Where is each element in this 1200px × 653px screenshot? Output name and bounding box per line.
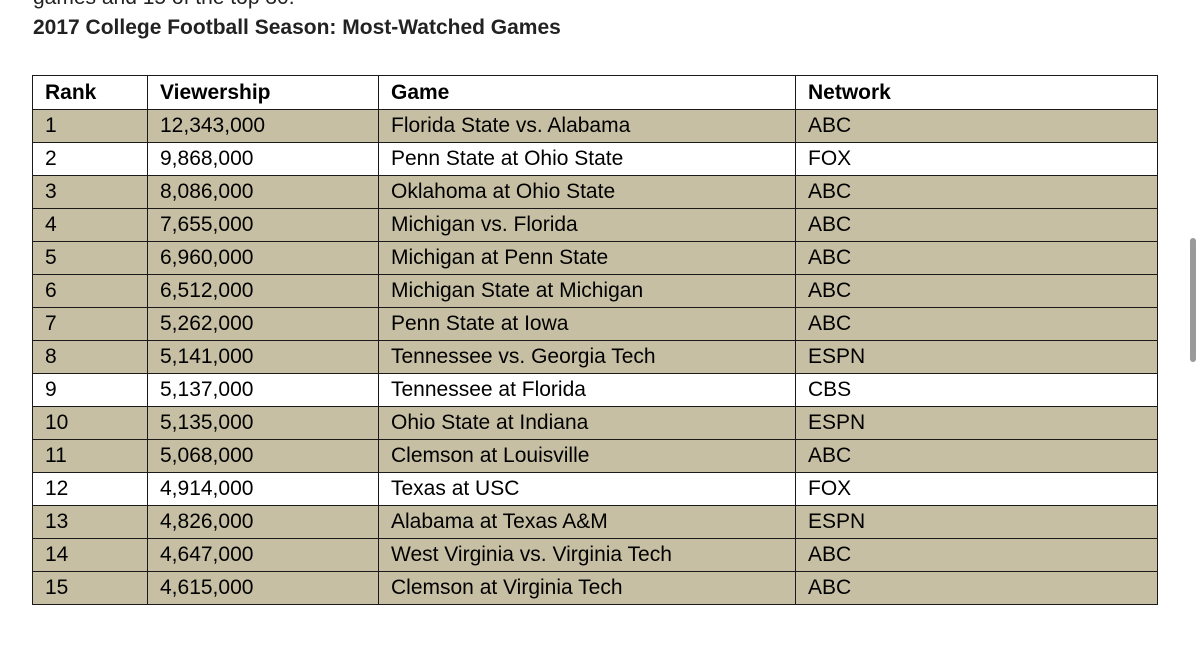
table-row: 1 12,343,000 Florida State vs. Alabama A…: [32, 109, 1158, 143]
game-cell: Oklahoma at Ohio State: [378, 175, 796, 209]
viewership-cell: 5,135,000: [147, 406, 379, 440]
network-cell: ABC: [795, 109, 1158, 143]
game-cell: Alabama at Texas A&M: [378, 505, 796, 539]
viewership-cell: 5,262,000: [147, 307, 379, 341]
network-cell: ABC: [795, 571, 1158, 605]
viewership-cell: 9,868,000: [147, 142, 379, 176]
rank-cell: 14: [32, 538, 148, 572]
header-game: Game: [378, 75, 796, 110]
header-viewership: Viewership: [147, 75, 379, 110]
game-cell: Tennessee vs. Georgia Tech: [378, 340, 796, 374]
rank-cell: 7: [32, 307, 148, 341]
game-cell: Penn State at Iowa: [378, 307, 796, 341]
game-cell: Michigan vs. Florida: [378, 208, 796, 242]
table-row: 5 6,960,000 Michigan at Penn State ABC: [32, 241, 1158, 275]
rank-cell: 11: [32, 439, 148, 473]
rank-cell: 10: [32, 406, 148, 440]
table-row: 15 4,615,000 Clemson at Virginia Tech AB…: [32, 571, 1158, 605]
table-row: 2 9,868,000 Penn State at Ohio State FOX: [32, 142, 1158, 176]
network-cell: ABC: [795, 439, 1158, 473]
viewership-cell: 5,068,000: [147, 439, 379, 473]
page-title: 2017 College Football Season: Most-Watch…: [33, 16, 561, 39]
network-cell: ABC: [795, 538, 1158, 572]
table-row: 9 5,137,000 Tennessee at Florida CBS: [32, 373, 1158, 407]
table-row: 6 6,512,000 Michigan State at Michigan A…: [32, 274, 1158, 308]
game-cell: Florida State vs. Alabama: [378, 109, 796, 143]
scrollbar-thumb[interactable]: [1190, 238, 1196, 362]
network-cell: ESPN: [795, 406, 1158, 440]
game-cell: Texas at USC: [378, 472, 796, 506]
game-cell: Tennessee at Florida: [378, 373, 796, 407]
game-cell: Clemson at Louisville: [378, 439, 796, 473]
viewership-cell: 12,343,000: [147, 109, 379, 143]
table-row: 4 7,655,000 Michigan vs. Florida ABC: [32, 208, 1158, 242]
network-cell: FOX: [795, 142, 1158, 176]
network-cell: ABC: [795, 175, 1158, 209]
network-cell: ABC: [795, 274, 1158, 308]
table-row: 10 5,135,000 Ohio State at Indiana ESPN: [32, 406, 1158, 440]
game-cell: West Virginia vs. Virginia Tech: [378, 538, 796, 572]
rank-cell: 6: [32, 274, 148, 308]
viewership-cell: 4,647,000: [147, 538, 379, 572]
rank-cell: 8: [32, 340, 148, 374]
viewership-cell: 4,615,000: [147, 571, 379, 605]
network-cell: ABC: [795, 208, 1158, 242]
network-cell: ESPN: [795, 505, 1158, 539]
table-header-row: Rank Viewership Game Network: [32, 75, 1158, 110]
rank-cell: 12: [32, 472, 148, 506]
viewership-cell: 5,141,000: [147, 340, 379, 374]
rank-cell: 1: [32, 109, 148, 143]
rank-cell: 13: [32, 505, 148, 539]
network-cell: ABC: [795, 307, 1158, 341]
table-row: 14 4,647,000 West Virginia vs. Virginia …: [32, 538, 1158, 572]
table-row: 7 5,262,000 Penn State at Iowa ABC: [32, 307, 1158, 341]
viewership-cell: 4,914,000: [147, 472, 379, 506]
table-row: 8 5,141,000 Tennessee vs. Georgia Tech E…: [32, 340, 1158, 374]
game-cell: Michigan at Penn State: [378, 241, 796, 275]
game-cell: Michigan State at Michigan: [378, 274, 796, 308]
header-network: Network: [795, 75, 1158, 110]
partial-paragraph-text: games and 15 of the top 30.: [33, 0, 295, 10]
viewership-cell: 6,512,000: [147, 274, 379, 308]
network-cell: ESPN: [795, 340, 1158, 374]
rank-cell: 15: [32, 571, 148, 605]
header-rank: Rank: [32, 75, 148, 110]
game-cell: Penn State at Ohio State: [378, 142, 796, 176]
rank-cell: 9: [32, 373, 148, 407]
rank-cell: 2: [32, 142, 148, 176]
viewership-cell: 7,655,000: [147, 208, 379, 242]
viewership-cell: 5,137,000: [147, 373, 379, 407]
viewership-table: Rank Viewership Game Network 1 12,343,00…: [32, 75, 1158, 605]
rank-cell: 4: [32, 208, 148, 242]
rank-cell: 3: [32, 175, 148, 209]
table-row: 13 4,826,000 Alabama at Texas A&M ESPN: [32, 505, 1158, 539]
table-row: 11 5,068,000 Clemson at Louisville ABC: [32, 439, 1158, 473]
game-cell: Clemson at Virginia Tech: [378, 571, 796, 605]
game-cell: Ohio State at Indiana: [378, 406, 796, 440]
network-cell: FOX: [795, 472, 1158, 506]
table-row: 3 8,086,000 Oklahoma at Ohio State ABC: [32, 175, 1158, 209]
rank-cell: 5: [32, 241, 148, 275]
viewership-cell: 6,960,000: [147, 241, 379, 275]
table-row: 12 4,914,000 Texas at USC FOX: [32, 472, 1158, 506]
network-cell: ABC: [795, 241, 1158, 275]
viewership-cell: 8,086,000: [147, 175, 379, 209]
network-cell: CBS: [795, 373, 1158, 407]
viewership-cell: 4,826,000: [147, 505, 379, 539]
